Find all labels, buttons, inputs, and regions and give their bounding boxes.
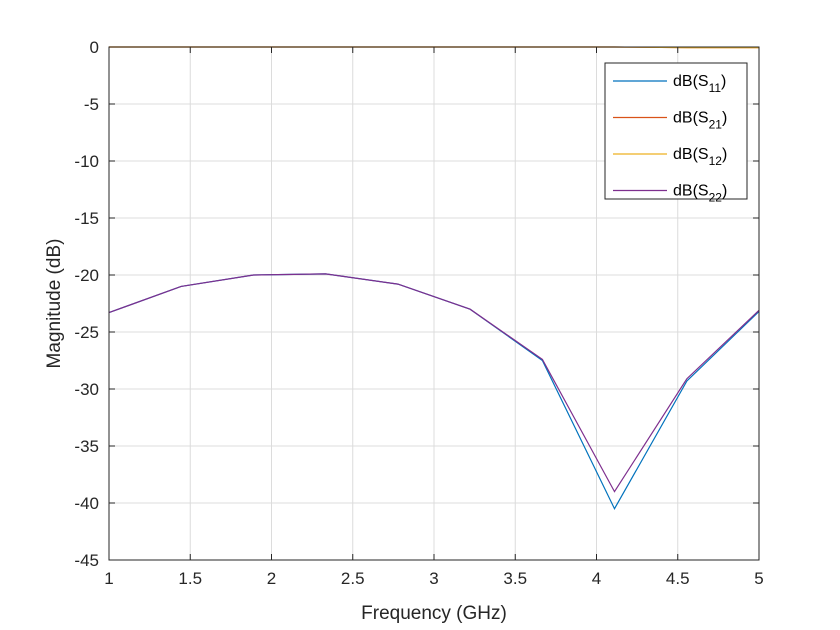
x-tick-label: 3 <box>429 569 438 588</box>
x-tick-label: 1.5 <box>178 569 202 588</box>
series-line-db-s22- <box>108 273 760 493</box>
legend-entry-tail: ) <box>721 73 726 90</box>
y-tick-label: -15 <box>74 209 99 228</box>
y-tick-label: -25 <box>74 323 99 342</box>
legend-entry-main: dB(S <box>673 183 709 200</box>
tick-marks <box>108 46 760 561</box>
x-tick-labels: 1 1.5 2 2.5 3 3.5 4 4.5 5 <box>104 569 763 588</box>
x-tick-label: 2 <box>267 569 276 588</box>
legend: dB(S11)dB(S21)dB(S12)dB(S22) <box>604 62 748 205</box>
legend-box <box>604 62 748 200</box>
legend-entry-tail: ) <box>722 183 727 200</box>
y-tick-label: 0 <box>90 38 99 57</box>
legend-entry-main: dB(S <box>673 110 709 127</box>
legend-entry-subscript: 12 <box>709 154 723 168</box>
y-tick-label: -35 <box>74 437 99 456</box>
legend-entry-label: dB(S22) <box>673 183 727 205</box>
y-axis-label: Magnitude (dB) <box>44 239 65 369</box>
legend-entry-label: dB(S12) <box>673 146 727 168</box>
x-tick-label: 3.5 <box>503 569 527 588</box>
x-tick-label: 4 <box>592 569 601 588</box>
x-tick-label: 1 <box>104 569 113 588</box>
legend-entry-subscript: 11 <box>709 81 722 95</box>
legend-entry-subscript: 22 <box>709 191 723 205</box>
legend-entry-tail: ) <box>722 110 727 127</box>
legend-entry-label: dB(S21) <box>673 110 727 132</box>
legend-entry-main: dB(S <box>673 146 709 163</box>
y-tick-label: -5 <box>84 95 99 114</box>
x-tick-label: 2.5 <box>341 569 365 588</box>
legend-entry-label: dB(S11) <box>673 73 726 95</box>
legend-entry-tail: ) <box>722 146 727 163</box>
legend-entry-main: dB(S <box>673 73 709 90</box>
y-tick-label: -10 <box>74 152 99 171</box>
y-tick-label: -45 <box>74 551 99 570</box>
legend-entry-subscript: 21 <box>709 118 723 132</box>
y-tick-label: -40 <box>74 494 99 513</box>
x-tick-label: 4.5 <box>666 569 690 588</box>
y-tick-label: -30 <box>74 380 99 399</box>
y-tick-label: -20 <box>74 266 99 285</box>
x-axis-label: Frequency (GHz) <box>361 603 507 624</box>
x-tick-label: 5 <box>754 569 763 588</box>
y-tick-labels: 0 -5 -10 -15 -20 -25 -30 -35 -40 -45 <box>74 38 99 570</box>
